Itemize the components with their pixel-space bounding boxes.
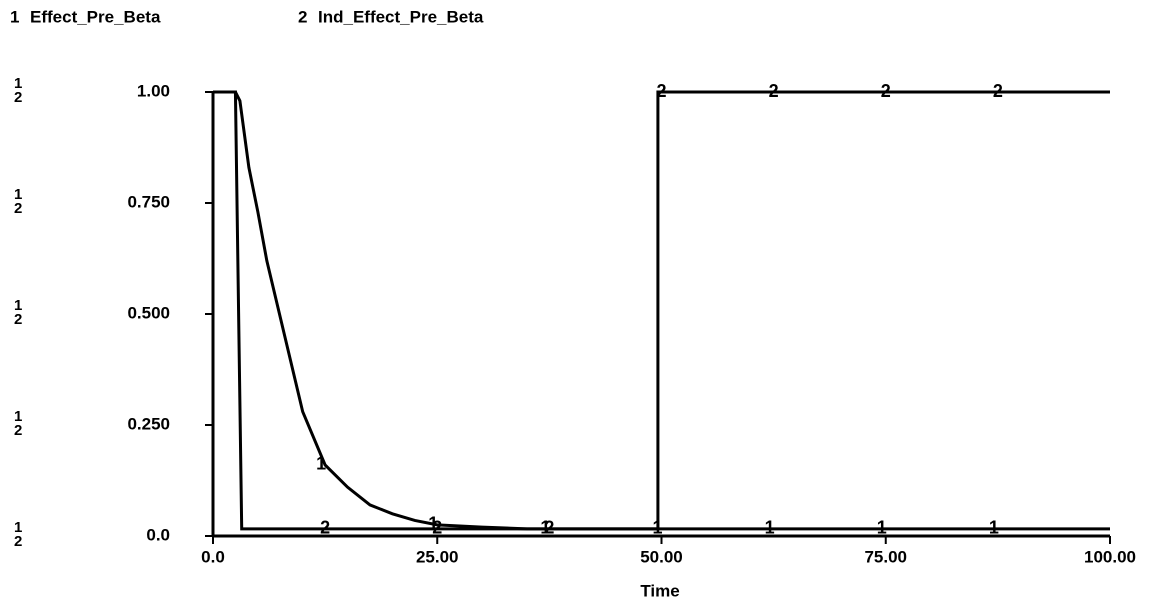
axis-series-id: 2 bbox=[14, 200, 22, 217]
series-line bbox=[213, 90, 1110, 531]
series-marker: 2 bbox=[881, 81, 891, 101]
series-marker: 2 bbox=[769, 81, 779, 101]
x-tick-label: 75.00 bbox=[864, 547, 907, 566]
axis-series-id: 1 bbox=[14, 186, 22, 203]
legend-label: Ind_Effect_Pre_Beta bbox=[318, 7, 484, 26]
series-marker: 2 bbox=[432, 518, 442, 538]
x-tick-label: 50.00 bbox=[640, 547, 683, 566]
axis-series-id: 1 bbox=[14, 297, 22, 314]
axis-series-id: 1 bbox=[14, 408, 22, 425]
series-marker: 2 bbox=[320, 518, 330, 538]
legend-label: Effect_Pre_Beta bbox=[30, 7, 161, 26]
y-tick-label: 0.0 bbox=[146, 525, 170, 544]
y-tick-label: 0.500 bbox=[127, 303, 170, 322]
axis-series-id: 1 bbox=[14, 75, 22, 92]
axis-series-id: 2 bbox=[14, 89, 22, 106]
series-marker: 1 bbox=[989, 518, 999, 538]
series-marker: 1 bbox=[316, 454, 326, 474]
series-marker: 2 bbox=[656, 81, 666, 101]
x-axis-label: Time bbox=[640, 581, 679, 600]
axis-series-id: 1 bbox=[14, 519, 22, 536]
x-tick-label: 25.00 bbox=[416, 547, 459, 566]
y-tick-label: 1.00 bbox=[137, 81, 170, 100]
series-marker: 2 bbox=[544, 518, 554, 538]
y-tick-label: 0.750 bbox=[127, 192, 170, 211]
x-tick-label: 0.0 bbox=[201, 547, 225, 566]
series-marker: 1 bbox=[765, 518, 775, 538]
axis-series-id: 2 bbox=[14, 422, 22, 439]
axis-series-id: 2 bbox=[14, 311, 22, 328]
series-line bbox=[213, 90, 1110, 531]
series-marker: 1 bbox=[877, 518, 887, 538]
legend-id: 2 bbox=[298, 7, 307, 26]
series-marker: 2 bbox=[993, 81, 1003, 101]
x-tick-label: 100.00 bbox=[1084, 547, 1136, 566]
legend-id: 1 bbox=[10, 7, 19, 26]
series-marker: 1 bbox=[428, 514, 438, 534]
y-tick-label: 0.250 bbox=[127, 414, 170, 433]
axis-series-id: 2 bbox=[14, 533, 22, 550]
